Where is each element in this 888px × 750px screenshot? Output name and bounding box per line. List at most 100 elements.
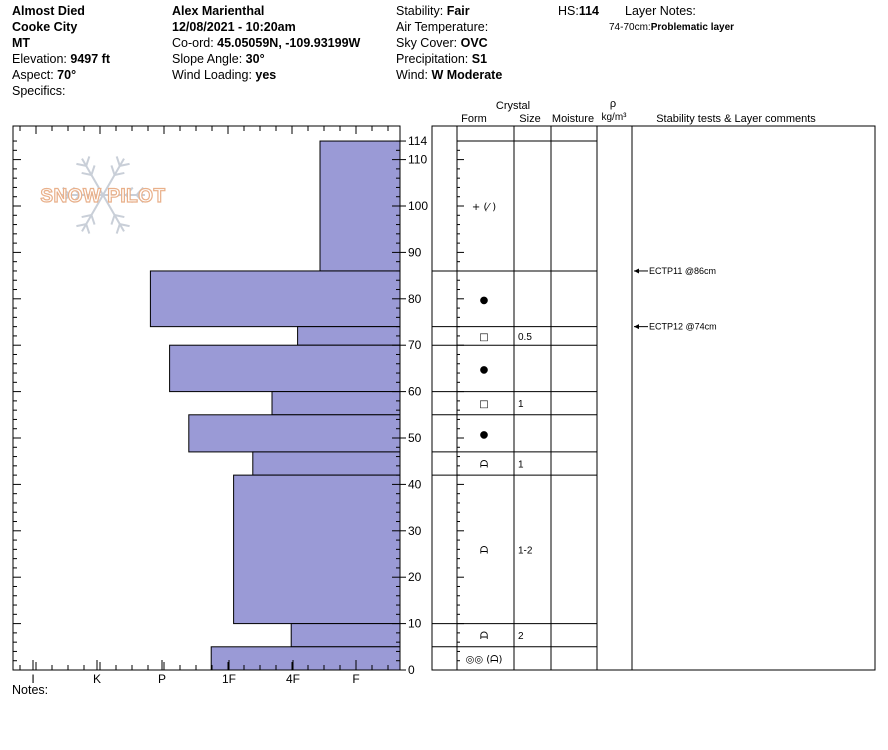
- flake-branch: [72, 186, 81, 196]
- specifics: Specifics:: [12, 84, 66, 98]
- y-tick-label: 50: [408, 431, 422, 445]
- hardness-bar: [252, 451, 401, 476]
- notes-label: Notes:: [12, 683, 49, 697]
- grain-form: □: [479, 399, 488, 410]
- stability-test-label: ECTP12 @74cm: [649, 322, 717, 332]
- y-tick-label: 80: [408, 292, 422, 306]
- flake-branch: [90, 214, 96, 225]
- flake-branch: [135, 194, 145, 204]
- y-tick-label: 90: [408, 245, 422, 259]
- grain-form: □: [479, 332, 488, 343]
- hardness-bar: [169, 344, 401, 393]
- test-arrow-head: [634, 324, 639, 330]
- site-location: Cooke City: [12, 20, 78, 34]
- grain-form: + (⁄ ): [472, 202, 496, 213]
- grain-form: ●: [480, 429, 489, 440]
- hardness-bar: [271, 391, 401, 416]
- grain-size: 1: [518, 399, 524, 410]
- flake-branch: [115, 223, 121, 234]
- y-tick-label: 60: [408, 385, 422, 399]
- moisture-header: Moisture: [552, 113, 594, 125]
- flake-arm: [102, 158, 125, 196]
- form-header: Form: [461, 113, 487, 125]
- x-tick-label: 4F: [286, 672, 300, 686]
- y-tick-label: 100: [408, 199, 428, 213]
- flake-branch: [114, 171, 125, 176]
- hardness-bar: [188, 414, 401, 453]
- layer-table: + (⁄ ) ● □ 0.5 ● □ 1 ● ᗩ 1 ᗩ 1-2 ᗩ 2 ◎◎ (ᗩ) ECTP11 @86c…: [431, 125, 876, 671]
- y-tick-label: 70: [408, 338, 422, 352]
- aspect: Aspect: 70°: [12, 68, 77, 82]
- elevation: Elevation: 9497 ft: [12, 52, 110, 66]
- logo-text: SNOW PILOT: [40, 186, 165, 207]
- slope-angle: Slope Angle: 30°: [172, 52, 265, 66]
- flake-branch: [61, 194, 71, 204]
- wind-loading: Wind Loading: yes: [172, 68, 277, 82]
- grain-form: ●: [480, 364, 489, 375]
- snow-height: HS:114: [558, 4, 600, 18]
- test-arrow-head: [634, 268, 639, 274]
- hardness-bar: [290, 623, 401, 648]
- flake-branch: [110, 165, 116, 176]
- flake-arm: [102, 194, 125, 232]
- grain-size: 2: [518, 631, 524, 642]
- y-tick-label: 114: [408, 134, 427, 148]
- site-state: MT: [12, 36, 31, 50]
- flake-branch: [135, 186, 145, 196]
- air-temperature: Air Temperature:: [396, 20, 489, 34]
- y-tick-label: 20: [408, 570, 422, 584]
- x-tick-label: F: [352, 672, 359, 686]
- x-tick-label: P: [158, 672, 166, 686]
- x-tick-label: 1F: [222, 672, 236, 686]
- grain-size: 1: [518, 460, 524, 471]
- coordinates: Co-ord: 45.05059N, -109.93199W: [172, 36, 361, 50]
- hardness-frame: [12, 125, 401, 671]
- y-tick-label: 10: [408, 617, 422, 631]
- flake-branch: [72, 194, 81, 204]
- density-symbol: ρ: [610, 98, 616, 110]
- flake-branch: [61, 186, 71, 196]
- grain-form: ◎◎ (ᗩ): [466, 654, 503, 665]
- hardness-bar: [319, 140, 401, 272]
- flake-branch: [76, 223, 87, 228]
- precipitation: Precipitation: S1: [396, 52, 488, 66]
- flake-branch: [76, 162, 87, 167]
- table-frame: [431, 125, 876, 671]
- flake-branch: [125, 194, 134, 204]
- snow-pilot-logo: SNOW PILOT: [40, 156, 166, 234]
- conditions-info: Stability: Fair Air Temperature: Sky Cov…: [396, 3, 502, 83]
- site-title: Almost Died: [12, 4, 85, 18]
- hardness-bar: [297, 326, 401, 346]
- flake-arm: [81, 194, 104, 232]
- hardness-bar: [149, 270, 401, 328]
- layer-notes-title: Layer Notes:: [625, 4, 696, 18]
- y-tick-label: 0: [408, 663, 415, 677]
- flake-branch: [115, 156, 121, 167]
- hardness-bar: [233, 474, 401, 625]
- y-tick-label: 40: [408, 477, 422, 491]
- density-unit: kg/m³: [602, 112, 628, 123]
- x-tick-label: I: [31, 672, 34, 686]
- layer-note: 74-70cm:Problematic layer: [609, 22, 735, 33]
- observer: Alex Marienthal: [172, 4, 265, 18]
- crystal-header: Crystal: [496, 100, 530, 112]
- wind: Wind: W Moderate: [396, 68, 503, 82]
- flake-branch: [81, 214, 92, 219]
- stability: Stability: Fair: [396, 4, 470, 18]
- grain-form: ●: [480, 295, 489, 306]
- flake-branch: [119, 223, 130, 228]
- grain-form: ᗩ: [480, 631, 488, 642]
- x-tick-label: K: [93, 672, 101, 686]
- grain-form: ᗩ: [480, 460, 488, 471]
- flake-branch: [81, 171, 92, 176]
- comments-header: Stability tests & Layer comments: [656, 113, 816, 125]
- grain-form: ᗩ: [480, 545, 488, 556]
- flake-branch: [85, 156, 91, 167]
- flake-branch: [90, 165, 96, 176]
- flake-branch: [110, 214, 116, 225]
- date-time: 12/08/2021 - 10:20am: [172, 20, 296, 34]
- grain-size: 1-2: [518, 545, 533, 556]
- site-info: Almost Died Cooke City MT Elevation: 949…: [12, 3, 110, 99]
- flake-branch: [119, 162, 130, 167]
